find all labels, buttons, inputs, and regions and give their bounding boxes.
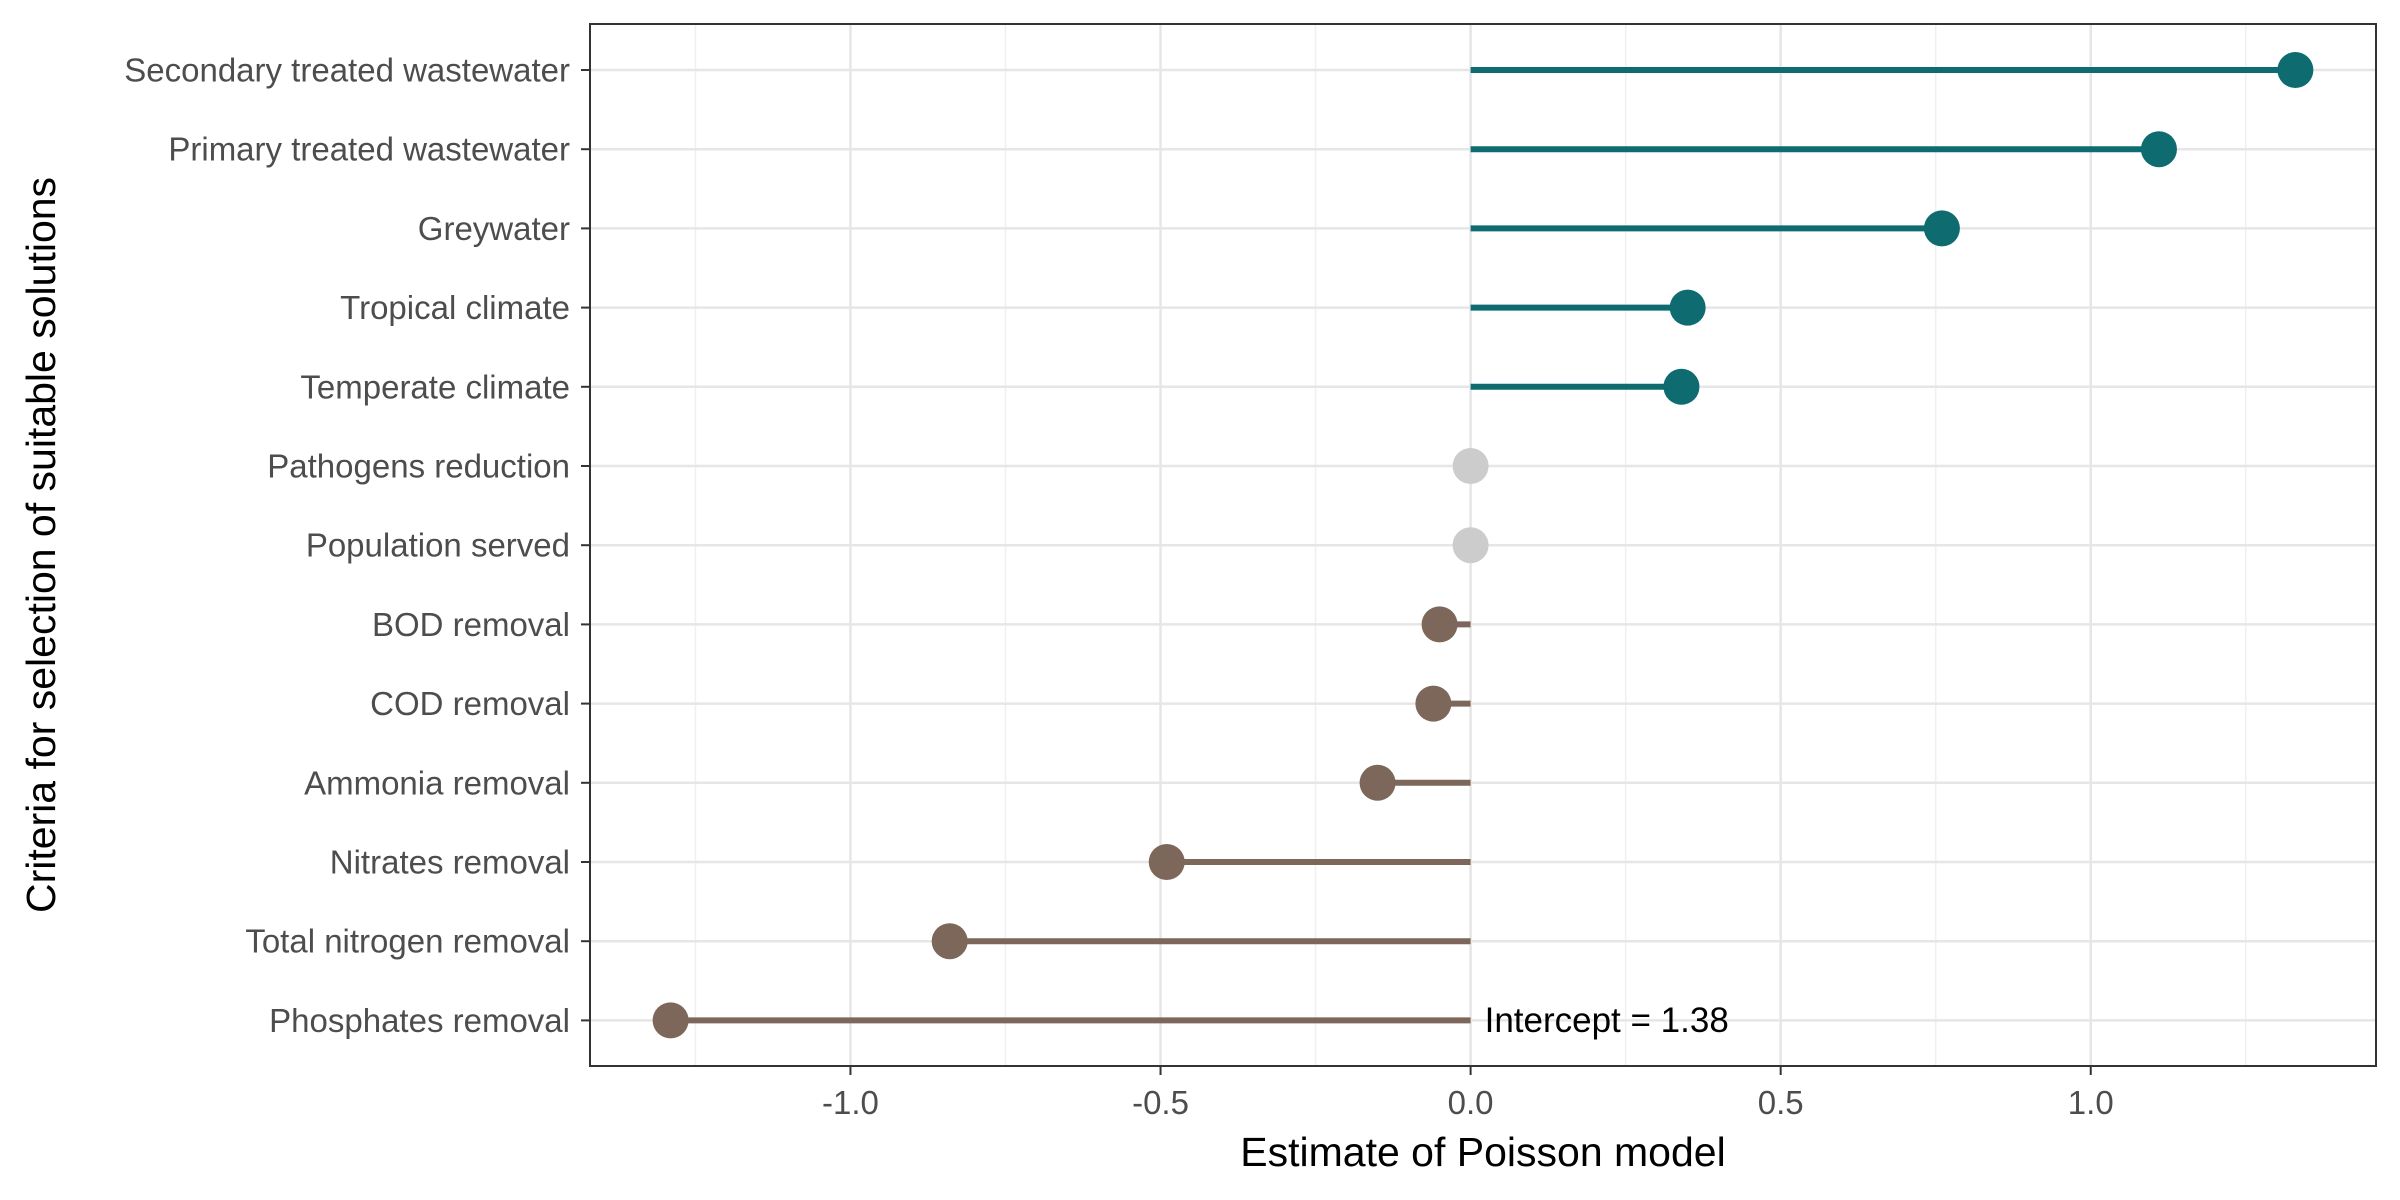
y-tick-label: Phosphates removal (269, 1002, 570, 1039)
x-axis-ticks: -1.0 -0.5 0.0 0.5 1.0 (822, 1066, 2114, 1121)
y-tick-label: Ammonia removal (304, 764, 570, 801)
y-tick-label: Population served (306, 527, 570, 564)
grid-lines (590, 24, 2376, 1066)
x-axis-title: Estimate of Poisson model (1240, 1129, 1725, 1175)
lollipop-point (1669, 289, 1706, 326)
x-tick-label: -1.0 (822, 1084, 879, 1121)
lollipop-point (2140, 131, 2177, 168)
lollipop-point (931, 923, 968, 960)
lollipop-point (1452, 527, 1489, 564)
y-tick-label: BOD removal (372, 606, 570, 643)
lollipop-points (652, 52, 2314, 1039)
lollipop-point (1359, 764, 1396, 801)
y-tick-label: Greywater (418, 210, 570, 247)
lollipop-stems (670, 67, 2296, 1024)
y-tick-label: Total nitrogen removal (245, 923, 570, 960)
lollipop-point (1415, 685, 1452, 722)
x-tick-label: 0.0 (1448, 1084, 1494, 1121)
x-tick-label: 1.0 (2068, 1084, 2114, 1121)
lollipop-point (1663, 368, 1700, 405)
x-tick-label: -0.5 (1132, 1084, 1189, 1121)
y-axis-title: Criteria for selection of suitable solut… (18, 177, 64, 913)
y-tick-label: Nitrates removal (330, 844, 570, 881)
lollipop-point (652, 1002, 689, 1039)
y-tick-label: Tropical climate (340, 289, 570, 326)
y-tick-label: Temperate climate (300, 368, 570, 405)
y-tick-label: COD removal (370, 685, 570, 722)
lollipop-point (1421, 606, 1458, 643)
lollipop-point (1923, 210, 1960, 247)
y-axis-ticks: Secondary treated wastewater Primary trea… (124, 52, 590, 1039)
y-tick-label: Primary treated wastewater (168, 131, 570, 168)
y-tick-label: Secondary treated wastewater (124, 52, 570, 89)
lollipop-point (1452, 448, 1489, 484)
y-tick-label: Pathogens reduction (267, 448, 570, 485)
lollipop-point (1148, 844, 1185, 880)
lollipop-point (2277, 52, 2314, 88)
intercept-annotation: Intercept = 1.38 (1485, 1001, 1729, 1040)
x-tick-label: 0.5 (1758, 1084, 1804, 1121)
